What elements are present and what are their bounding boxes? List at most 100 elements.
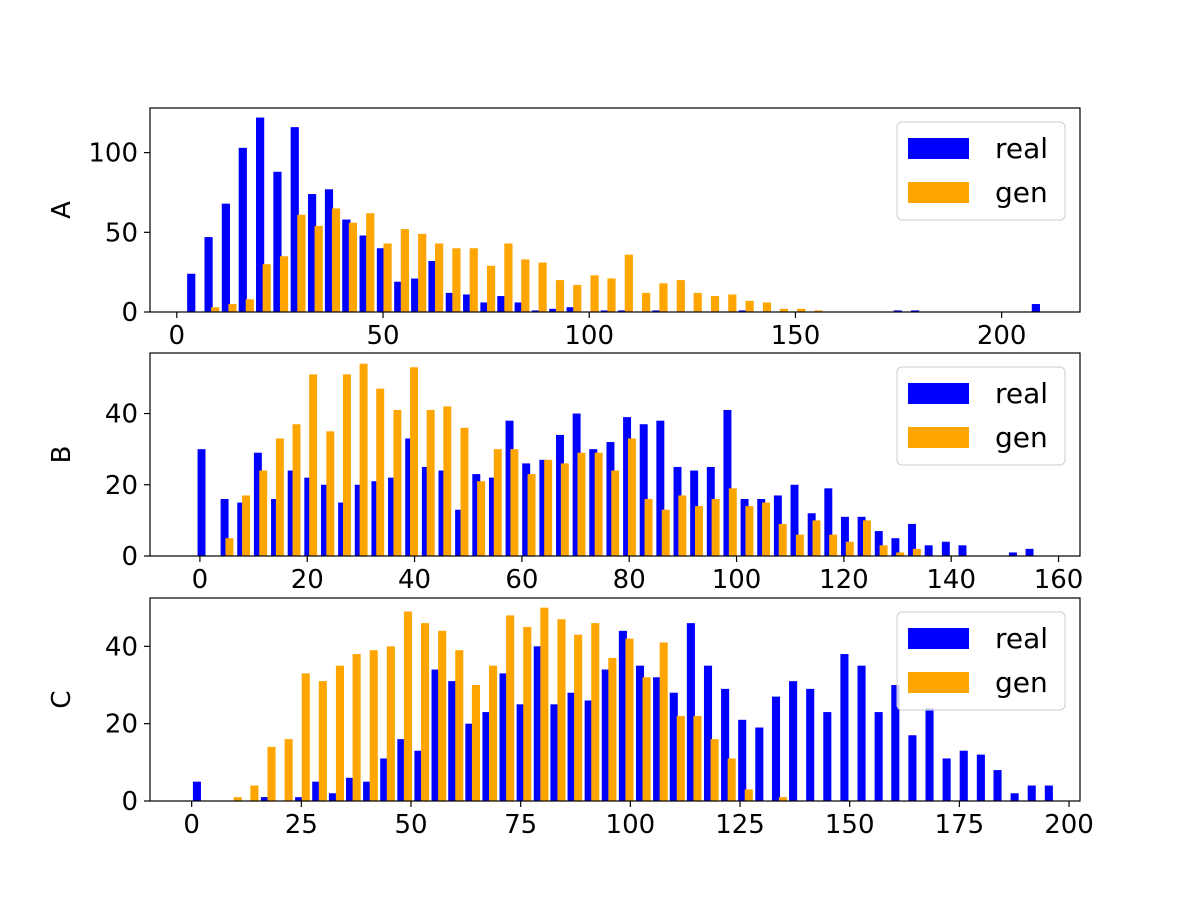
legend-label-real: real — [995, 622, 1048, 655]
bar-gen — [710, 296, 720, 312]
y-tick-label: 100 — [88, 139, 138, 169]
bar-gen — [297, 214, 306, 312]
bar-gen — [591, 623, 600, 801]
x-tick-label: 0 — [192, 565, 209, 595]
bar-gen — [225, 538, 234, 556]
bar-real — [1010, 793, 1019, 801]
bar-gen — [523, 627, 532, 801]
bar-gen — [627, 438, 636, 556]
bar-real — [238, 147, 247, 312]
bar-real — [1027, 785, 1036, 801]
bar-real — [290, 127, 299, 313]
y-tick-label: 0 — [121, 542, 138, 572]
bar-real — [653, 677, 662, 801]
bar-real — [324, 189, 334, 312]
bar-gen — [275, 438, 284, 556]
bar-real — [566, 307, 575, 312]
bar-real — [618, 310, 627, 312]
bar-real — [465, 723, 474, 801]
bar-real — [959, 750, 968, 801]
bar-gen — [452, 248, 461, 312]
bar-gen — [383, 243, 392, 312]
bar-gen — [912, 548, 921, 556]
bar-real — [618, 630, 627, 801]
bar-real — [584, 700, 593, 801]
bar-gen — [608, 657, 617, 801]
bar-gen — [845, 541, 854, 556]
bar-gen — [795, 534, 804, 556]
y-tick-label: 0 — [121, 298, 138, 328]
x-tick-label: 50 — [366, 321, 399, 351]
bar-real — [307, 194, 317, 312]
bar-real — [354, 484, 363, 556]
bar-real — [706, 466, 715, 556]
x-tick-label: 150 — [825, 810, 875, 840]
bar-gen — [695, 506, 703, 556]
bar-gen — [292, 424, 301, 556]
series-gen — [225, 363, 921, 556]
y-tick-label: 40 — [105, 632, 138, 662]
bar-real — [405, 438, 414, 556]
x-tick-label: 200 — [1044, 810, 1094, 840]
bar-real — [431, 669, 440, 801]
legend-swatch-real — [908, 628, 969, 649]
bar-real — [673, 466, 682, 556]
bar-real — [346, 777, 355, 801]
x-tick-label: 50 — [394, 810, 427, 840]
bar-real — [220, 499, 229, 556]
bar-gen — [544, 459, 553, 556]
bar-gen — [279, 256, 289, 312]
legend: real gen — [896, 366, 1066, 466]
bar-gen — [259, 470, 268, 556]
x-tick-label: 120 — [819, 565, 869, 595]
bar-real — [397, 739, 406, 801]
bar-real — [600, 310, 609, 312]
bar-real — [237, 502, 246, 556]
bar-gen — [245, 299, 254, 312]
bar-real — [448, 681, 457, 801]
bar-real — [497, 296, 506, 312]
bar-gen — [693, 715, 702, 801]
bar-real — [721, 688, 730, 801]
bar-gen — [326, 431, 335, 556]
bar-gen — [812, 520, 821, 556]
series-real — [192, 623, 1053, 801]
series-real — [187, 117, 1040, 313]
bar-real — [1031, 304, 1040, 312]
bar-real — [942, 758, 951, 801]
bar-real — [874, 712, 883, 801]
x-tick-label: 125 — [715, 810, 765, 840]
x-tick-label: 0 — [169, 321, 186, 351]
bar-gen — [710, 739, 719, 801]
bar-real — [273, 171, 282, 312]
bar-gen — [410, 367, 418, 556]
bar-real — [910, 310, 920, 312]
bar-real — [567, 692, 576, 801]
x-tick-label: 160 — [1034, 565, 1084, 595]
series-real — [197, 409, 1034, 556]
bar-real — [533, 646, 542, 801]
bar-real — [1044, 785, 1053, 801]
bar-gen — [250, 785, 259, 801]
bar-real — [993, 770, 1002, 801]
bar-gen — [504, 243, 513, 312]
bar-real — [320, 484, 329, 556]
bar-gen — [728, 294, 737, 312]
bar-real — [589, 449, 598, 556]
bar-gen — [676, 280, 685, 313]
bar-real — [522, 463, 531, 556]
bar-real — [840, 654, 849, 801]
bar-real — [925, 708, 934, 801]
bar-real — [256, 117, 265, 312]
bar-gen — [527, 474, 536, 556]
bar-real — [253, 452, 262, 556]
bar-gen — [418, 233, 427, 312]
bar-real — [304, 477, 313, 556]
bar-gen — [493, 449, 502, 556]
bar-gen — [242, 495, 251, 556]
bar-gen — [659, 283, 668, 312]
bar-real — [411, 278, 420, 312]
bar-real — [857, 516, 866, 556]
